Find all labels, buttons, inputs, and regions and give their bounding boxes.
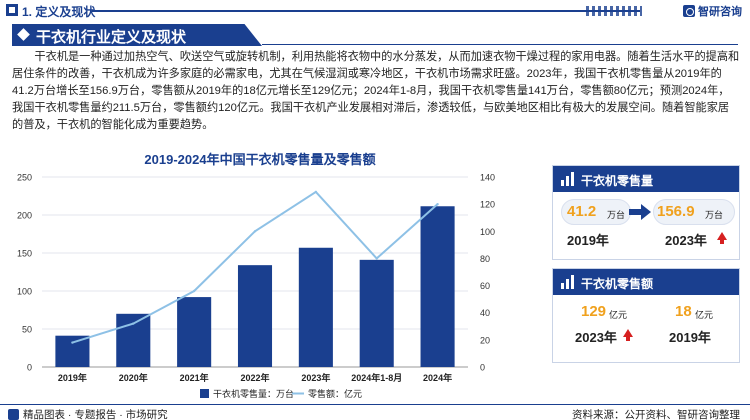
card-title: 干衣机零售额	[581, 277, 654, 291]
bar	[177, 297, 212, 367]
brand-logo-icon	[8, 409, 19, 420]
y-right-tick-label: 120	[480, 200, 495, 210]
y-left-tick-label: 250	[17, 173, 32, 183]
card-retail-sales: 干衣机零售额 129 亿元 18 亿元 2023年 2019年	[552, 268, 740, 363]
left-unit: 亿元	[609, 310, 628, 320]
right-year: 2019年	[669, 330, 711, 345]
y-left-tick-label: 0	[27, 363, 32, 373]
line-point	[314, 190, 318, 194]
card-header: 干衣机零售量	[553, 166, 739, 192]
y-left-tick-label: 50	[22, 325, 32, 335]
right-arrow-icon	[629, 204, 651, 220]
from-unit: 万台	[607, 210, 626, 220]
x-tick-label: 2024年	[423, 372, 452, 383]
card-header: 干衣机零售额	[553, 269, 739, 295]
y-right-tick-label: 80	[480, 254, 490, 264]
line-point	[375, 257, 378, 260]
bar-chart-icon	[561, 172, 575, 186]
to-unit: 万台	[705, 210, 724, 220]
header-rule	[92, 10, 640, 12]
bar	[359, 259, 394, 367]
bar	[420, 206, 455, 367]
brand-logo-icon	[683, 5, 695, 17]
up-arrow-icon	[623, 329, 633, 341]
page-title: 干衣机行业定义及现状	[36, 29, 187, 46]
chart-title: 2019-2024年中国干衣机零售量及零售额	[144, 152, 376, 167]
line-point	[436, 202, 439, 206]
line-point	[71, 341, 74, 344]
card-retail-volume: 干衣机零售量 41.2 万台 156.9 万台 2019年 2023年	[552, 165, 740, 260]
x-tick-label: 2021年	[180, 372, 209, 383]
legend-swatch-bar	[200, 389, 209, 398]
y-right-tick-label: 60	[480, 281, 490, 291]
value-pill	[653, 199, 735, 225]
x-tick-label: 2023年	[301, 372, 330, 383]
y-right-tick-label: 0	[480, 363, 485, 373]
banner-underline	[262, 44, 738, 45]
diamond-icon	[17, 28, 30, 41]
up-arrow-icon	[717, 232, 727, 244]
to-year: 2023年	[665, 233, 707, 248]
y-right-tick-label: 40	[480, 308, 490, 318]
bar	[298, 247, 333, 367]
left-year: 2023年	[575, 330, 617, 345]
bar	[116, 313, 151, 367]
brand-logo: 智研咨询	[683, 3, 742, 19]
left-value: 129	[581, 303, 607, 320]
brand-logo-text: 智研咨询	[698, 6, 742, 18]
section-title: 1. 定义及现状	[22, 5, 96, 19]
line-point	[192, 289, 196, 293]
intro-paragraph: 干衣机是一种通过加热空气、吹送空气或旋转机制，利用热能将衣物中的水分蒸发，从而加…	[12, 51, 740, 131]
line-point	[253, 230, 257, 233]
x-tick-label: 2024年1-8月	[351, 372, 402, 383]
combo-chart: 0 50 100 150 200 250 0 20 40 60 80 100 120 140 2019年 20…	[17, 173, 495, 400]
y-left-tick-label: 150	[17, 249, 32, 259]
bar	[237, 265, 273, 367]
footer-brand: 精品图表 · 专题报告 · 市场研究	[8, 407, 168, 420]
bar-chart-icon	[561, 275, 575, 289]
to-value: 156.9	[657, 203, 695, 220]
y-right-tick-label: 140	[480, 173, 495, 183]
title-banner: 干衣机行业定义及现状	[12, 24, 262, 46]
x-tick-label: 2022年	[240, 372, 269, 383]
right-value: 18	[675, 303, 692, 320]
footer-source: 资料来源：公开资料、智研咨询整理	[572, 409, 740, 420]
from-value: 41.2	[567, 203, 597, 220]
y-left-tick-label: 100	[17, 287, 32, 297]
header-dots-decoration	[586, 6, 642, 16]
legend-label-line: 零售额：亿元	[308, 388, 362, 399]
x-tick-label: 2019年	[58, 372, 87, 383]
from-year: 2019年	[567, 233, 609, 248]
x-tick-label: 2020年	[119, 372, 148, 383]
line-point	[132, 322, 135, 325]
legend-label-bar: 干衣机零售量：万台	[213, 388, 294, 399]
y-right-tick-label: 100	[480, 227, 495, 237]
section-square-icon	[6, 4, 18, 16]
value-pill	[561, 199, 631, 225]
footer-left-text: 精品图表 · 专题报告 · 市场研究	[23, 409, 168, 420]
y-left-tick-label: 200	[17, 211, 32, 221]
bar	[55, 335, 90, 367]
footer: 精品图表 · 专题报告 · 市场研究 资料来源：公开资料、智研咨询整理	[0, 404, 750, 420]
right-unit: 亿元	[695, 310, 714, 320]
card-title: 干衣机零售量	[581, 174, 654, 188]
y-right-tick-label: 20	[480, 335, 490, 345]
top-bar: 1. 定义及现状 智研咨询	[0, 0, 750, 22]
